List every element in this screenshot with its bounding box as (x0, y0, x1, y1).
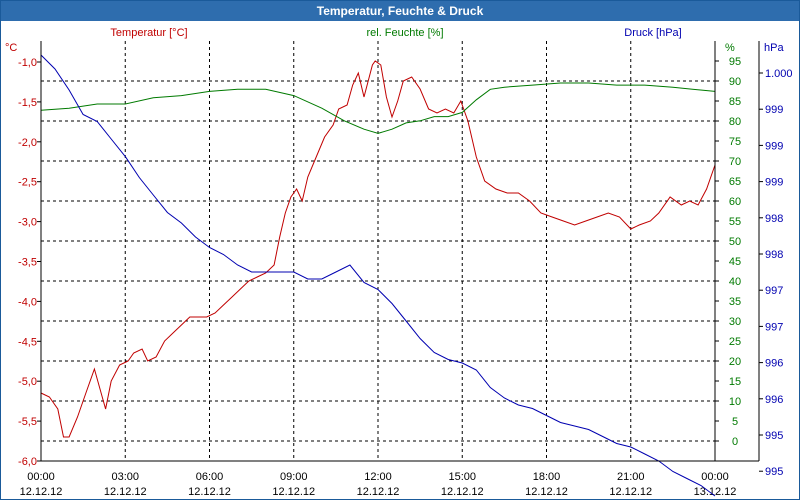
x-axis-ticks: 00:00 12.12.12 03:00 12.12.12 06:00 12.12.12 0… (20, 471, 737, 498)
humidity-tick-label: 30 (729, 316, 741, 328)
temperature-tick-label: -5,5 (18, 416, 37, 428)
x-tick-time: 18:00 (533, 471, 561, 483)
humidity-tick-label: 25 (729, 336, 741, 348)
pressure-tick-label: 995 (765, 466, 783, 478)
grid-lines (41, 41, 715, 461)
x-tick-date: 12.12.12 (104, 486, 147, 498)
x-tick-date: 12.12.12 (525, 486, 568, 498)
pressure-tick-label: 996 (765, 358, 783, 370)
x-tick-time: 21:00 (617, 471, 645, 483)
x-tick-time: 06:00 (196, 471, 224, 483)
x-tick-time: 12:00 (364, 471, 392, 483)
x-tick-date: 13.12.12 (694, 486, 737, 498)
humidity-tick-label: 65 (729, 176, 741, 188)
humidity-tick-label: 70 (729, 156, 741, 168)
temperature-tick-label: -2,5 (18, 177, 37, 189)
humidity-tick-label: 75 (729, 136, 741, 148)
humidity-tick-label: 5 (732, 416, 738, 428)
x-tick-date: 12.12.12 (272, 486, 315, 498)
x-tick-time: 15:00 (448, 471, 476, 483)
window-title: Temperatur, Feuchte & Druck (1, 1, 799, 21)
x-tick-date: 12.12.12 (609, 486, 652, 498)
temperature-tick-label: -2,0 (18, 137, 37, 149)
pressure-line (40, 54, 716, 497)
humidity-tick-label: 95 (729, 56, 741, 68)
pressure-tick-label: 1.000 (765, 68, 793, 80)
temperature-tick-label: -4,5 (18, 336, 37, 348)
x-tick-date: 12.12.12 (20, 486, 63, 498)
humidity-tick-label: 35 (729, 296, 741, 308)
humidity-axis-label: rel. Feuchte [%] (366, 27, 443, 39)
x-tick-time: 00:00 (701, 471, 729, 483)
pressure-axis-label: Druck [hPa] (624, 27, 681, 39)
pressure-axis-ticks: 1.000 999 999 999 998 998 997 997 996 996 995 995 (759, 68, 793, 478)
x-tick-date: 12.12.12 (441, 486, 484, 498)
humidity-tick-label: 40 (729, 276, 741, 288)
humidity-tick-label: 55 (729, 216, 741, 228)
temperature-tick-label: -6,0 (18, 456, 37, 468)
humidity-tick-label: 80 (729, 116, 741, 128)
pressure-unit-label: hPa (764, 42, 784, 54)
humidity-tick-label: 50 (729, 236, 741, 248)
x-tick-time: 03:00 (111, 471, 139, 483)
pressure-tick-label: 999 (765, 140, 783, 152)
temperature-tick-label: -3,5 (18, 257, 37, 269)
temperature-tick-label: -5,0 (18, 376, 37, 388)
pressure-tick-label: 999 (765, 104, 783, 116)
x-tick-date: 12.12.12 (357, 486, 400, 498)
pressure-tick-label: 999 (765, 177, 783, 189)
pressure-tick-label: 995 (765, 430, 783, 442)
x-tick-date: 12.12.12 (188, 486, 231, 498)
temperature-unit-label: °C (5, 42, 17, 54)
temperature-axis-label: Temperatur [°C] (110, 27, 187, 39)
humidity-tick-label: 90 (729, 76, 741, 88)
humidity-line (40, 82, 716, 134)
temperature-tick-label: -3,0 (18, 217, 37, 229)
x-tick-time: 00:00 (27, 471, 55, 483)
humidity-tick-label: 60 (729, 196, 741, 208)
humidity-unit-label: % (725, 42, 735, 54)
humidity-tick-label: 15 (729, 376, 741, 388)
temperature-tick-label: -1,5 (18, 97, 37, 109)
pressure-tick-label: 997 (765, 285, 783, 297)
humidity-tick-label: 20 (729, 356, 741, 368)
humidity-tick-label: 0 (732, 436, 738, 448)
temperature-axis-ticks: -1,0 -1,5 -2,0 -2,5 -3,0 -3,5 -4,0 -4,5 -5,0 -5,5… (18, 57, 41, 468)
series-lines (40, 54, 716, 497)
pressure-tick-label: 997 (765, 321, 783, 333)
x-tick-time: 09:00 (280, 471, 308, 483)
humidity-tick-label: 85 (729, 96, 741, 108)
pressure-tick-label: 996 (765, 394, 783, 406)
temperature-tick-label: -4,0 (18, 296, 37, 308)
temperature-tick-label: -1,0 (18, 57, 37, 69)
pressure-tick-label: 998 (765, 213, 783, 225)
humidity-tick-label: 45 (729, 256, 741, 268)
temperature-line (40, 60, 716, 438)
pressure-tick-label: 998 (765, 249, 783, 261)
humidity-tick-label: 10 (729, 396, 741, 408)
